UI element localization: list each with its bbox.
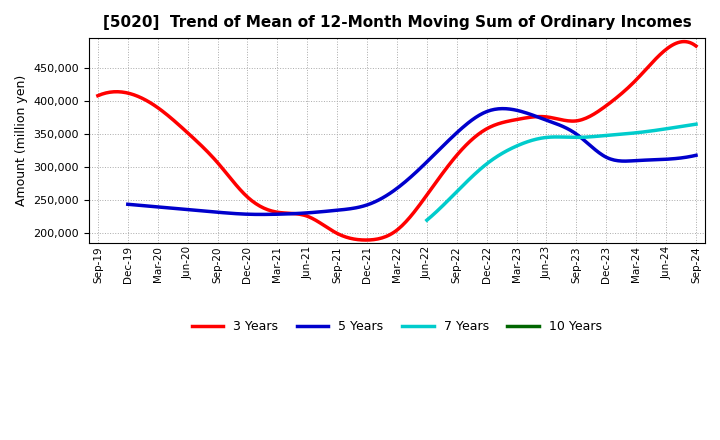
Y-axis label: Amount (million yen): Amount (million yen) <box>15 75 28 206</box>
Title: [5020]  Trend of Mean of 12-Month Moving Sum of Ordinary Incomes: [5020] Trend of Mean of 12-Month Moving … <box>102 15 691 30</box>
Legend: 3 Years, 5 Years, 7 Years, 10 Years: 3 Years, 5 Years, 7 Years, 10 Years <box>187 315 607 338</box>
